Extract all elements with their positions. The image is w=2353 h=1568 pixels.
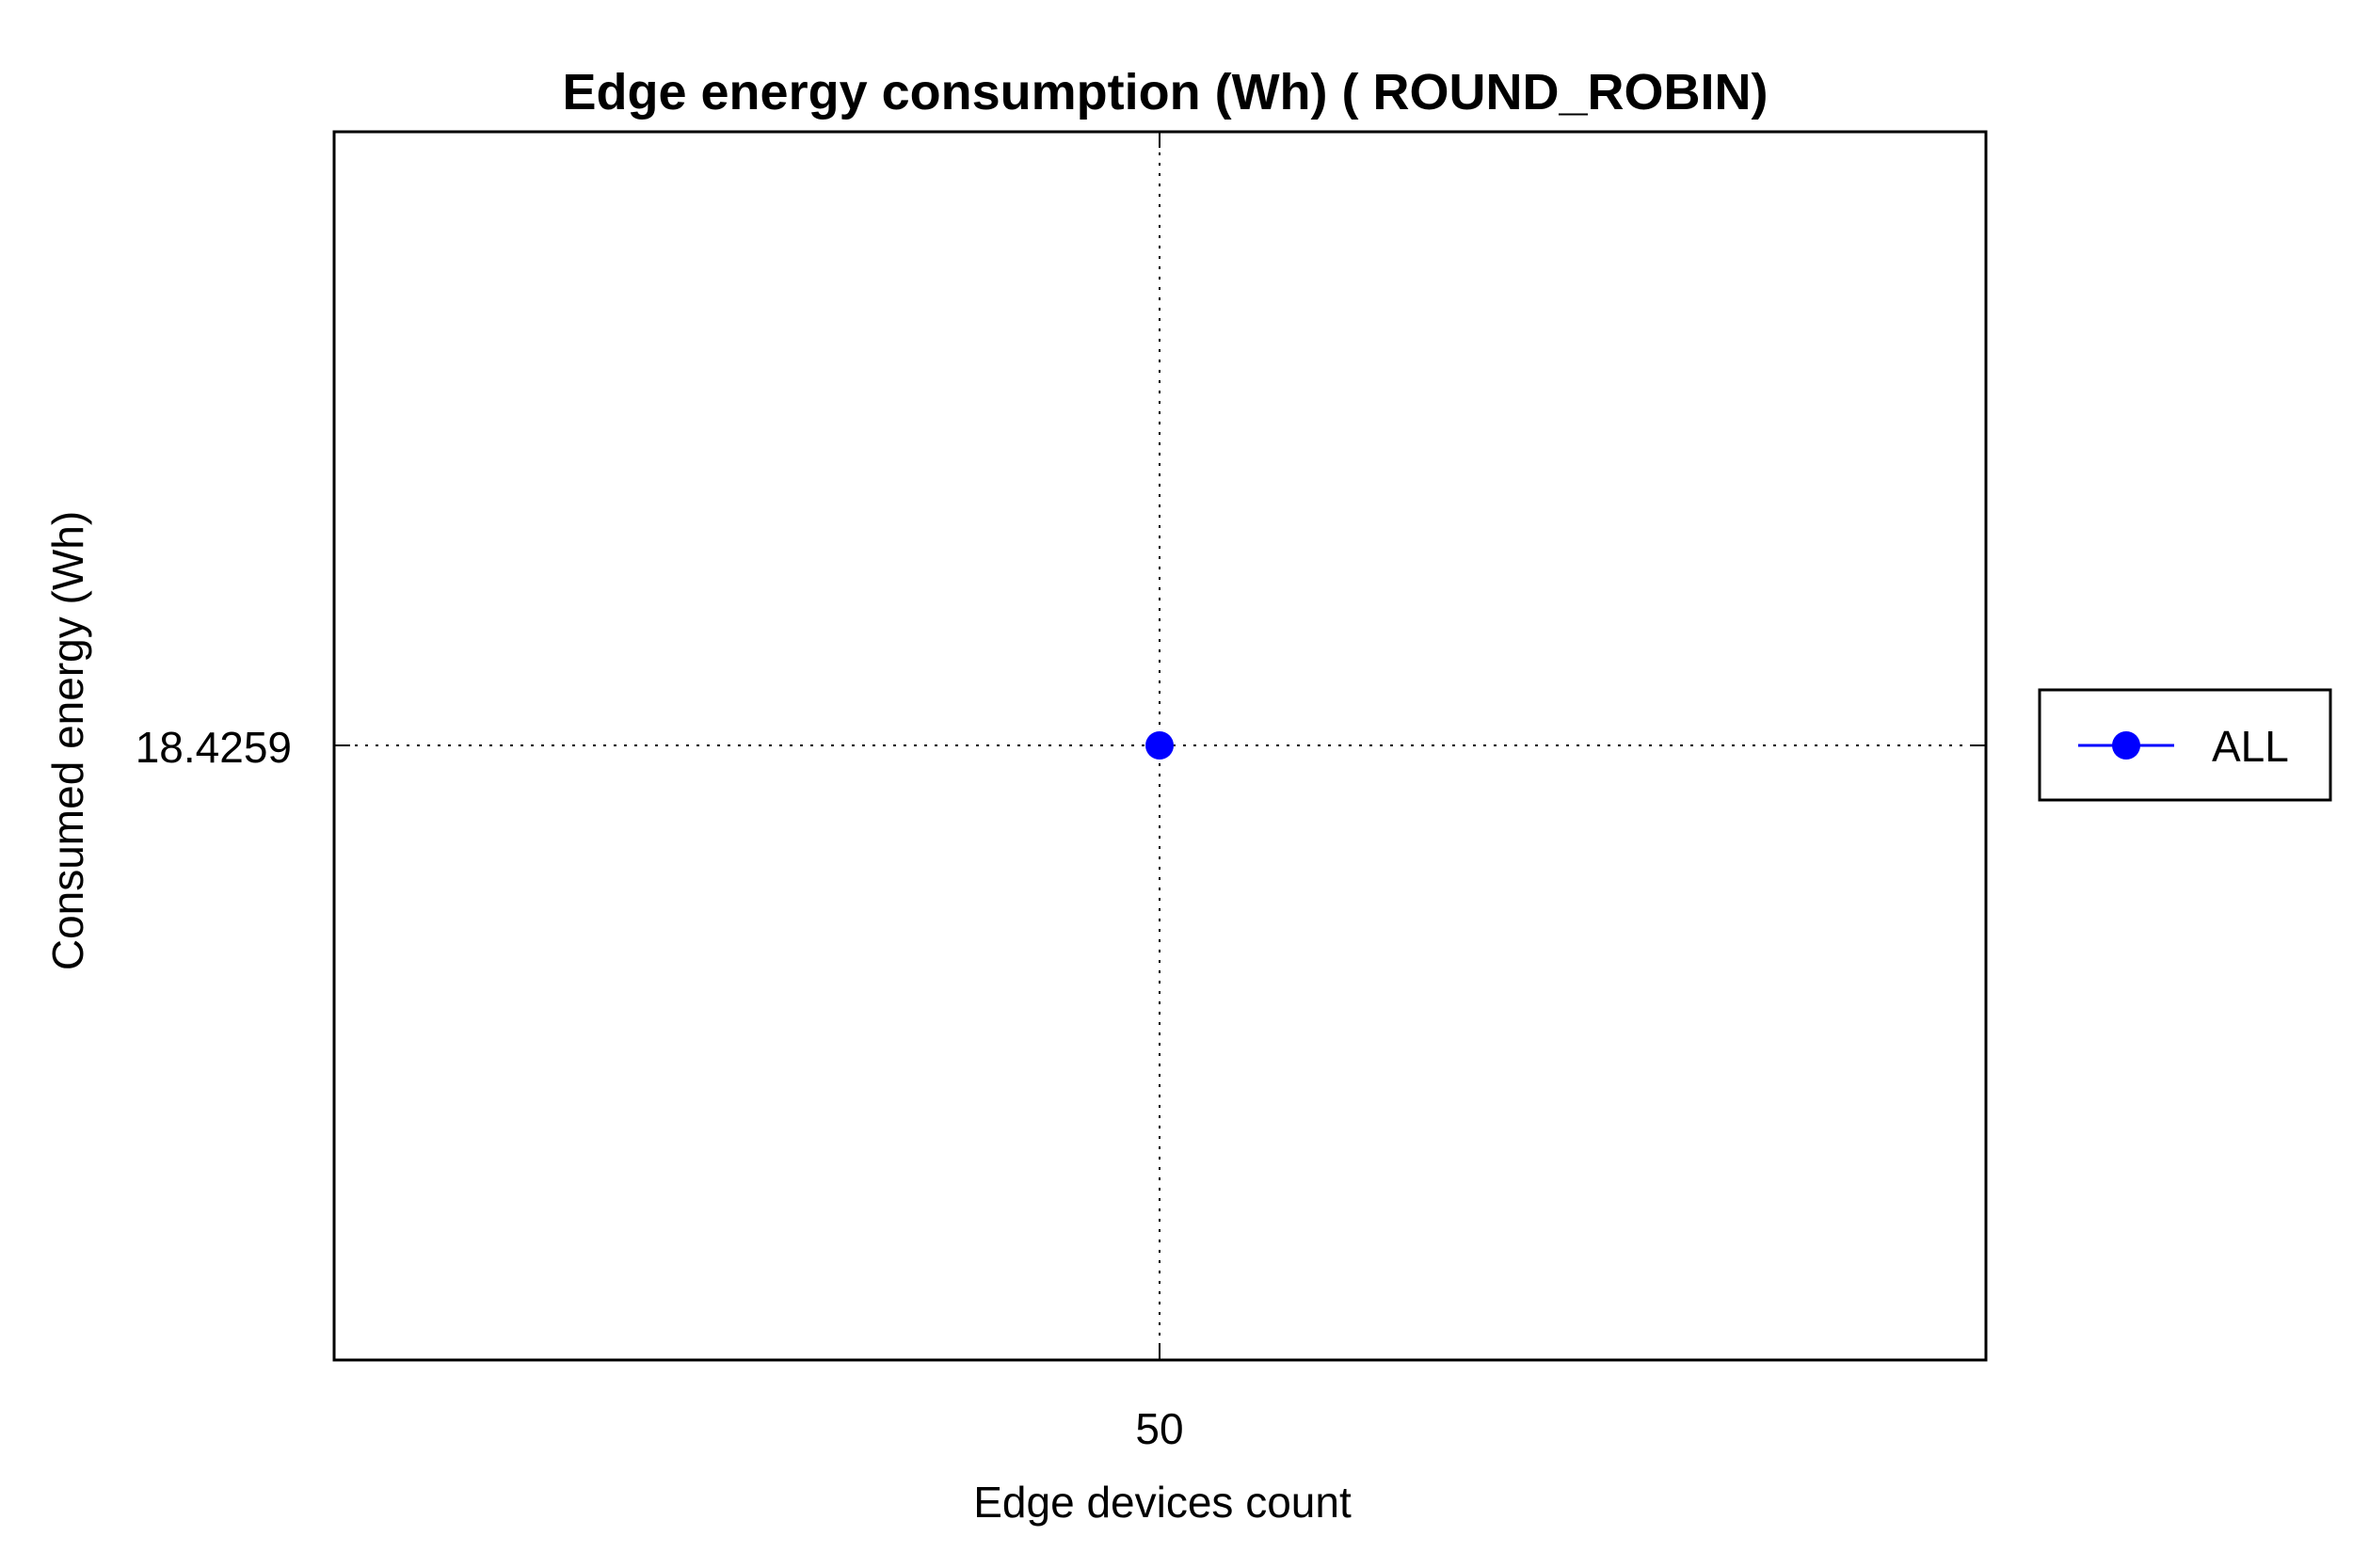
y-axis-label: Consumed energy (Wh) <box>43 511 92 970</box>
data-point-all-50 <box>1145 731 1174 760</box>
legend: ALL <box>2038 688 2332 802</box>
x-axis-label: Edge devices count <box>973 1478 1352 1527</box>
y-tick-label: 18.4259 <box>136 723 292 772</box>
legend-label-all: ALL <box>2212 722 2289 771</box>
chart-title: Edge energy consumption (Wh) ( ROUND_ROB… <box>563 64 1769 120</box>
plot-frame <box>332 130 1988 1362</box>
legend-marker-all <box>2112 731 2140 760</box>
x-tick-label: 50 <box>1135 1404 1183 1453</box>
